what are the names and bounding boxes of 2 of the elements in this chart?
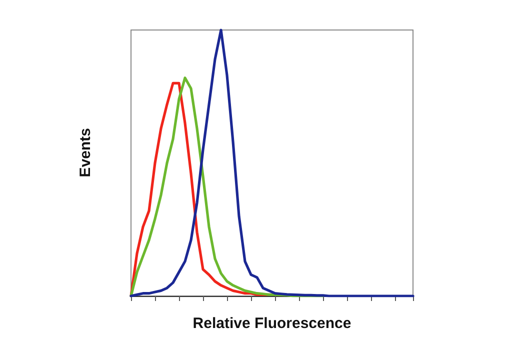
x-axis-title: Relative Fluorescence <box>192 315 352 332</box>
y-axis-title: Events <box>77 128 94 178</box>
